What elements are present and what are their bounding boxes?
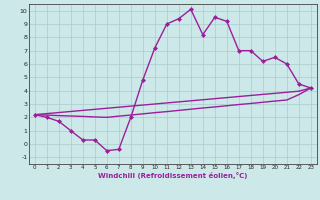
- X-axis label: Windchill (Refroidissement éolien,°C): Windchill (Refroidissement éolien,°C): [98, 172, 247, 179]
